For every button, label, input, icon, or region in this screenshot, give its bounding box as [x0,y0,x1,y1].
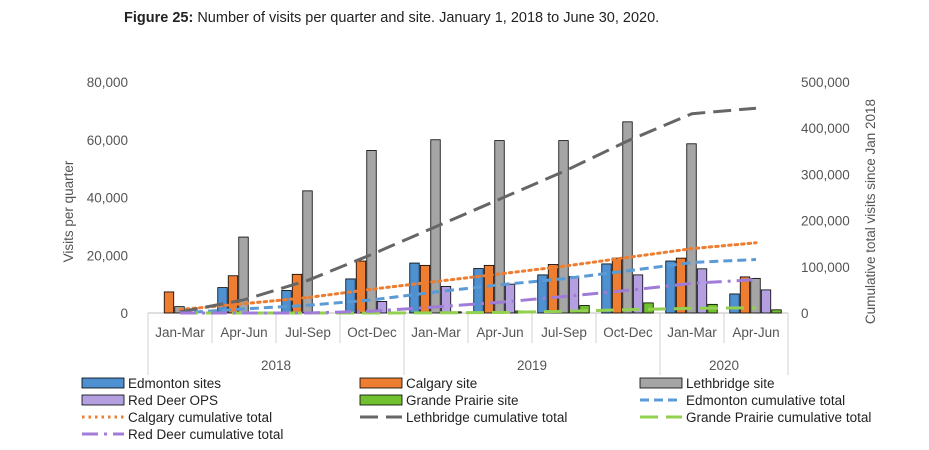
y-tick-label: 0 [120,306,128,321]
y2-tick-label: 200,000 [801,214,850,229]
legend-swatch-red-deer-ops [81,394,125,406]
bar-red-deer-ops [376,301,388,314]
legend-label-red-deer-cumulative-total: Red Deer cumulative total [128,427,283,442]
bar-lethbridge-site [558,140,569,314]
bar-grande-prairie-site [579,305,590,314]
figure-caption: Figure 25: Number of visits per quarter … [124,10,659,26]
y-tick-label: 20,000 [87,248,128,263]
bar-calgary-site [483,264,495,314]
legend-swatch-calgary-site [359,377,403,389]
cumulative-lines [178,106,758,315]
legend-label-grande-prairie-cumulative-total: Grande Prairie cumulative total [686,410,871,425]
legend-label-lethbridge-site: Lethbridge site [686,376,775,391]
caption-text: Number of visits per quarter and site. J… [197,10,660,26]
y2-axis-title: Cumulative total visits since Jan 2018 [863,99,878,324]
x-category-label: Apr-Jun [476,325,523,340]
bar-lethbridge-site [750,277,761,314]
legend-label-calgary-site: Calgary site [406,376,477,391]
legend-swatch-grande-prairie-site [359,394,403,406]
y2-tick-label: 400,000 [801,121,850,136]
x-category-label: Jan-Mar [155,325,205,340]
chart-legend: Edmonton sites Calgary site Lethbridge sit… [81,376,871,442]
legend-label-red-deer-ops: Red Deer OPS [128,393,218,408]
bar-lethbridge-site [622,121,633,314]
year-group-label: 2018 [261,358,291,373]
legend-label-edmonton-cumulative-total: Edmonton cumulative total [686,393,845,408]
x-category-label: Oct-Dec [603,325,653,340]
bar-calgary-site [739,276,751,314]
y2-tick-label: 500,000 [801,75,850,90]
legend-label-edmonton-sites: Edmonton sites [128,376,221,391]
bar-edmonton-sites [345,278,356,314]
bar-edmonton-sites [281,290,292,314]
year-group-label: 2019 [517,358,547,373]
bar-series [163,121,782,314]
legend-swatch-lethbridge-site [639,377,683,389]
legend-label-lethbridge-cumulative-total: Lethbridge cumulative total [406,410,567,425]
bar-edmonton-sites [409,262,420,314]
bar-red-deer-ops [760,289,772,314]
bar-calgary-site [355,260,367,314]
y2-tick-label: 0 [801,306,809,321]
x-category-label: Apr-Jun [732,325,779,340]
year-group-label: 2020 [709,358,739,373]
y-tick-label: 60,000 [87,133,128,148]
y2-tick-label: 300,000 [801,167,850,182]
bar-red-deer-ops [632,274,644,314]
y-axis-title: Visits per quarter [61,160,76,262]
bar-edmonton-sites [665,260,676,314]
bar-lethbridge-site [302,190,313,314]
y-tick-label: 40,000 [87,191,128,206]
bar-calgary-site [611,257,623,314]
bar-calgary-site [547,264,559,314]
figure-number: Figure 25: [124,10,194,26]
bar-lethbridge-site [686,143,697,314]
legend-label-grande-prairie-site: Grande Prairie site [406,393,519,408]
x-category-label: Jul-Sep [541,325,587,340]
bar-calgary-site [227,275,239,314]
x-category-label: Apr-Jun [220,325,267,340]
bar-calgary-site [163,291,175,314]
bar-edmonton-sites [729,293,740,314]
line-calgary-cumulative-total [178,241,758,312]
line-edmonton-cumulative-total [179,258,757,315]
bar-red-deer-ops [696,268,708,314]
x-category-label: Oct-Dec [347,325,397,340]
bar-lethbridge-site [494,140,505,314]
y-tick-label: 80,000 [87,75,128,90]
bar-edmonton-sites [601,263,612,314]
x-category-label: Jul-Sep [285,325,331,340]
bar-grande-prairie-site [771,309,782,314]
bar-red-deer-ops [504,283,516,314]
line-red-deer-cumulative-total [180,278,757,315]
legend-swatch-edmonton-sites [81,377,125,389]
bar-edmonton-sites [537,274,548,314]
x-category-label: Jan-Mar [411,325,461,340]
y2-tick-label: 100,000 [801,260,850,275]
bar-calgary-site [419,264,431,314]
legend-label-calgary-cumulative-total: Calgary cumulative total [128,410,272,425]
x-category-label: Jan-Mar [667,325,717,340]
chart-axes: 0 20,000 40,000 60,000 80,000 0 100,000 200,000… [61,75,878,375]
